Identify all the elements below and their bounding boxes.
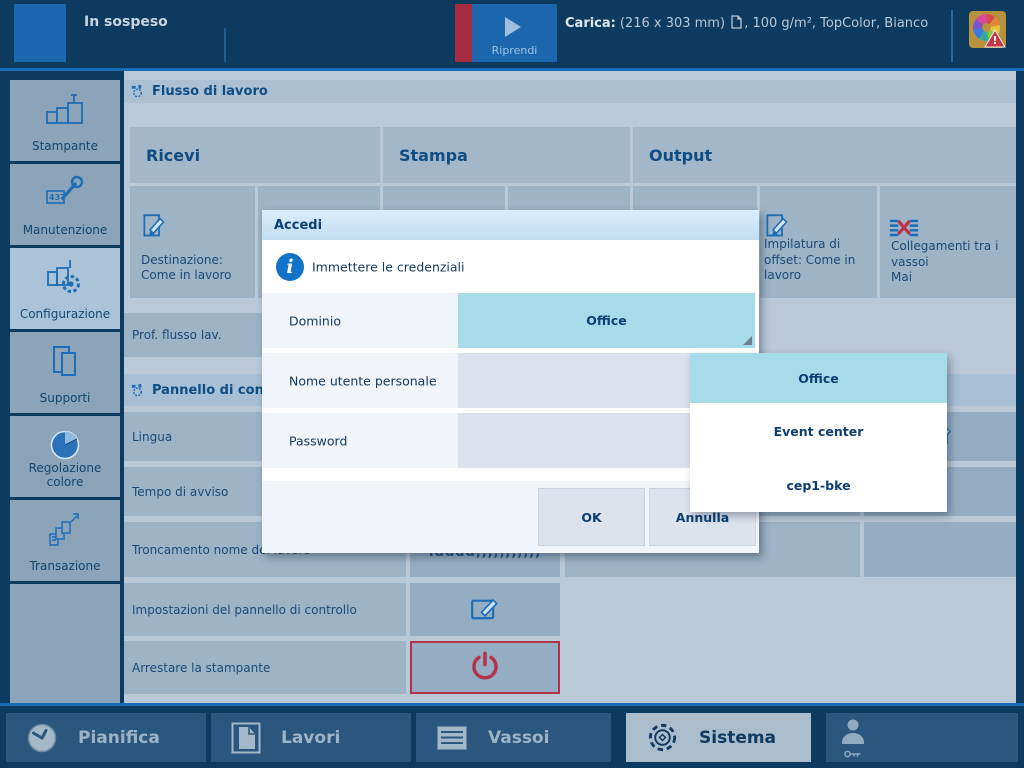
dialog-title: Accedi xyxy=(262,210,759,240)
info-icon: i xyxy=(276,253,304,281)
clock-icon xyxy=(26,722,58,754)
nav-tab-pianifica[interactable]: Pianifica xyxy=(6,713,206,762)
sidebar-item-stampante[interactable]: Stampante xyxy=(10,80,120,161)
column-header-output: Output xyxy=(633,127,1016,183)
nav-tab-lavori[interactable]: Lavori xyxy=(211,713,411,762)
status-accent-block xyxy=(14,4,66,62)
power-icon xyxy=(469,650,501,686)
ok-button[interactable]: OK xyxy=(538,488,645,546)
stop-state-bar xyxy=(455,4,472,62)
trays-icon xyxy=(436,725,468,751)
sidebar-item-transazione[interactable]: Transazione xyxy=(10,500,120,581)
field-row-password: Password xyxy=(262,413,759,468)
field-label: Nome utente personale xyxy=(262,353,458,408)
domain-select[interactable]: Office xyxy=(458,293,755,348)
media-icon xyxy=(10,342,120,382)
dialog-message-row: i Immettere le credenziali xyxy=(262,240,759,293)
value-impostazioni-pannello[interactable] xyxy=(410,583,560,636)
sidebar-filler xyxy=(10,584,120,703)
nav-login-user-button[interactable] xyxy=(826,713,1018,762)
sidebar-item-supporti[interactable]: Supporti xyxy=(10,332,120,413)
jobs-icon xyxy=(231,722,261,754)
control-panel-gear-icon xyxy=(130,383,145,398)
dialog-message: Immettere le credenziali xyxy=(312,259,465,274)
transaction-icon xyxy=(10,510,120,550)
dropdown-option-event-center[interactable]: Event center xyxy=(773,423,864,439)
field-row-dominio: Dominio Office xyxy=(262,293,759,348)
color-adjust-icon xyxy=(10,426,120,466)
gear-icon xyxy=(646,721,679,754)
sidebar-item-configurazione[interactable]: Configurazione xyxy=(10,248,120,329)
workflow-gear-icon xyxy=(130,84,145,99)
edit-document-icon xyxy=(764,213,791,244)
frame-rule-top xyxy=(0,68,1024,71)
maintenance-icon: 437 xyxy=(10,174,120,214)
workflow-panel-header: Flusso di lavoro xyxy=(124,80,1016,103)
divider xyxy=(951,10,953,62)
domain-dropdown-list: Office Event center cep1-bke xyxy=(690,353,947,512)
shutdown-printer-button[interactable] xyxy=(410,641,560,694)
key-icon xyxy=(844,750,861,757)
user-login-icon xyxy=(840,718,866,758)
resume-button[interactable]: Riprendi xyxy=(472,4,557,62)
dialog-footer: OK Annulla xyxy=(262,481,759,553)
svg-text:!: ! xyxy=(992,34,997,47)
sheet-icon xyxy=(731,15,742,29)
row-impostazioni-pannello[interactable]: Impostazioni del pannello di controllo xyxy=(124,583,406,636)
configuration-icon xyxy=(10,258,120,298)
frame-rule-bottom xyxy=(0,703,1024,706)
cell-collegamenti-vassoi[interactable]: Collegamenti tra i vassoi Mai xyxy=(880,186,1016,298)
tray-links-off-icon xyxy=(888,218,920,241)
dropdown-option-cep1-bke[interactable]: cep1-bke xyxy=(786,478,851,493)
value-right-3[interactable] xyxy=(864,522,1016,577)
sidebar-item-manutenzione[interactable]: 437 Manutenzione xyxy=(10,164,120,245)
cell-impilatura-offset[interactable]: Impilatura di offset: Come in lavoro xyxy=(760,186,877,298)
svg-text:437: 437 xyxy=(49,193,66,202)
column-header-stampa: Stampa xyxy=(383,127,630,183)
field-row-nome-utente: Nome utente personale xyxy=(262,353,759,408)
column-header-ricevi: Ricevi xyxy=(130,127,380,183)
load-media-info: Carica: (216 x 303 mm) , 100 g/m², TopCol… xyxy=(565,15,928,31)
login-dialog: Accedi i Immettere le credenziali Domini… xyxy=(262,210,759,553)
load-label: Carica: xyxy=(565,16,616,31)
workflow-panel-title: Flusso di lavoro xyxy=(152,84,268,99)
divider xyxy=(224,28,226,62)
play-icon xyxy=(505,17,521,37)
nav-tab-sistema[interactable]: Sistema xyxy=(626,713,811,762)
edit-settings-icon xyxy=(410,583,560,636)
color-warning-indicator[interactable]: ! xyxy=(969,11,1006,48)
sidebar-item-regolazione-colore[interactable]: Regolazione colore xyxy=(10,416,120,497)
warning-triangle-icon: ! xyxy=(984,29,1006,48)
printer-icon xyxy=(10,90,120,130)
nav-tab-vassoi[interactable]: Vassoi xyxy=(416,713,611,762)
load-size: (216 x 303 mm) xyxy=(619,16,726,31)
field-label: Password xyxy=(262,413,458,468)
row-arrestare-stampante[interactable]: Arrestare la stampante xyxy=(124,641,406,694)
cell-destinazione[interactable]: Destinazione: Come in lavoro xyxy=(130,186,255,298)
field-label: Dominio xyxy=(262,293,458,348)
dropdown-corner-icon xyxy=(743,336,752,345)
load-details: , 100 g/m², TopColor, Bianco xyxy=(744,16,929,31)
printer-status-text: In sospeso xyxy=(84,14,168,30)
edit-document-icon xyxy=(141,213,168,244)
dropdown-option-office[interactable]: Office xyxy=(690,353,947,403)
